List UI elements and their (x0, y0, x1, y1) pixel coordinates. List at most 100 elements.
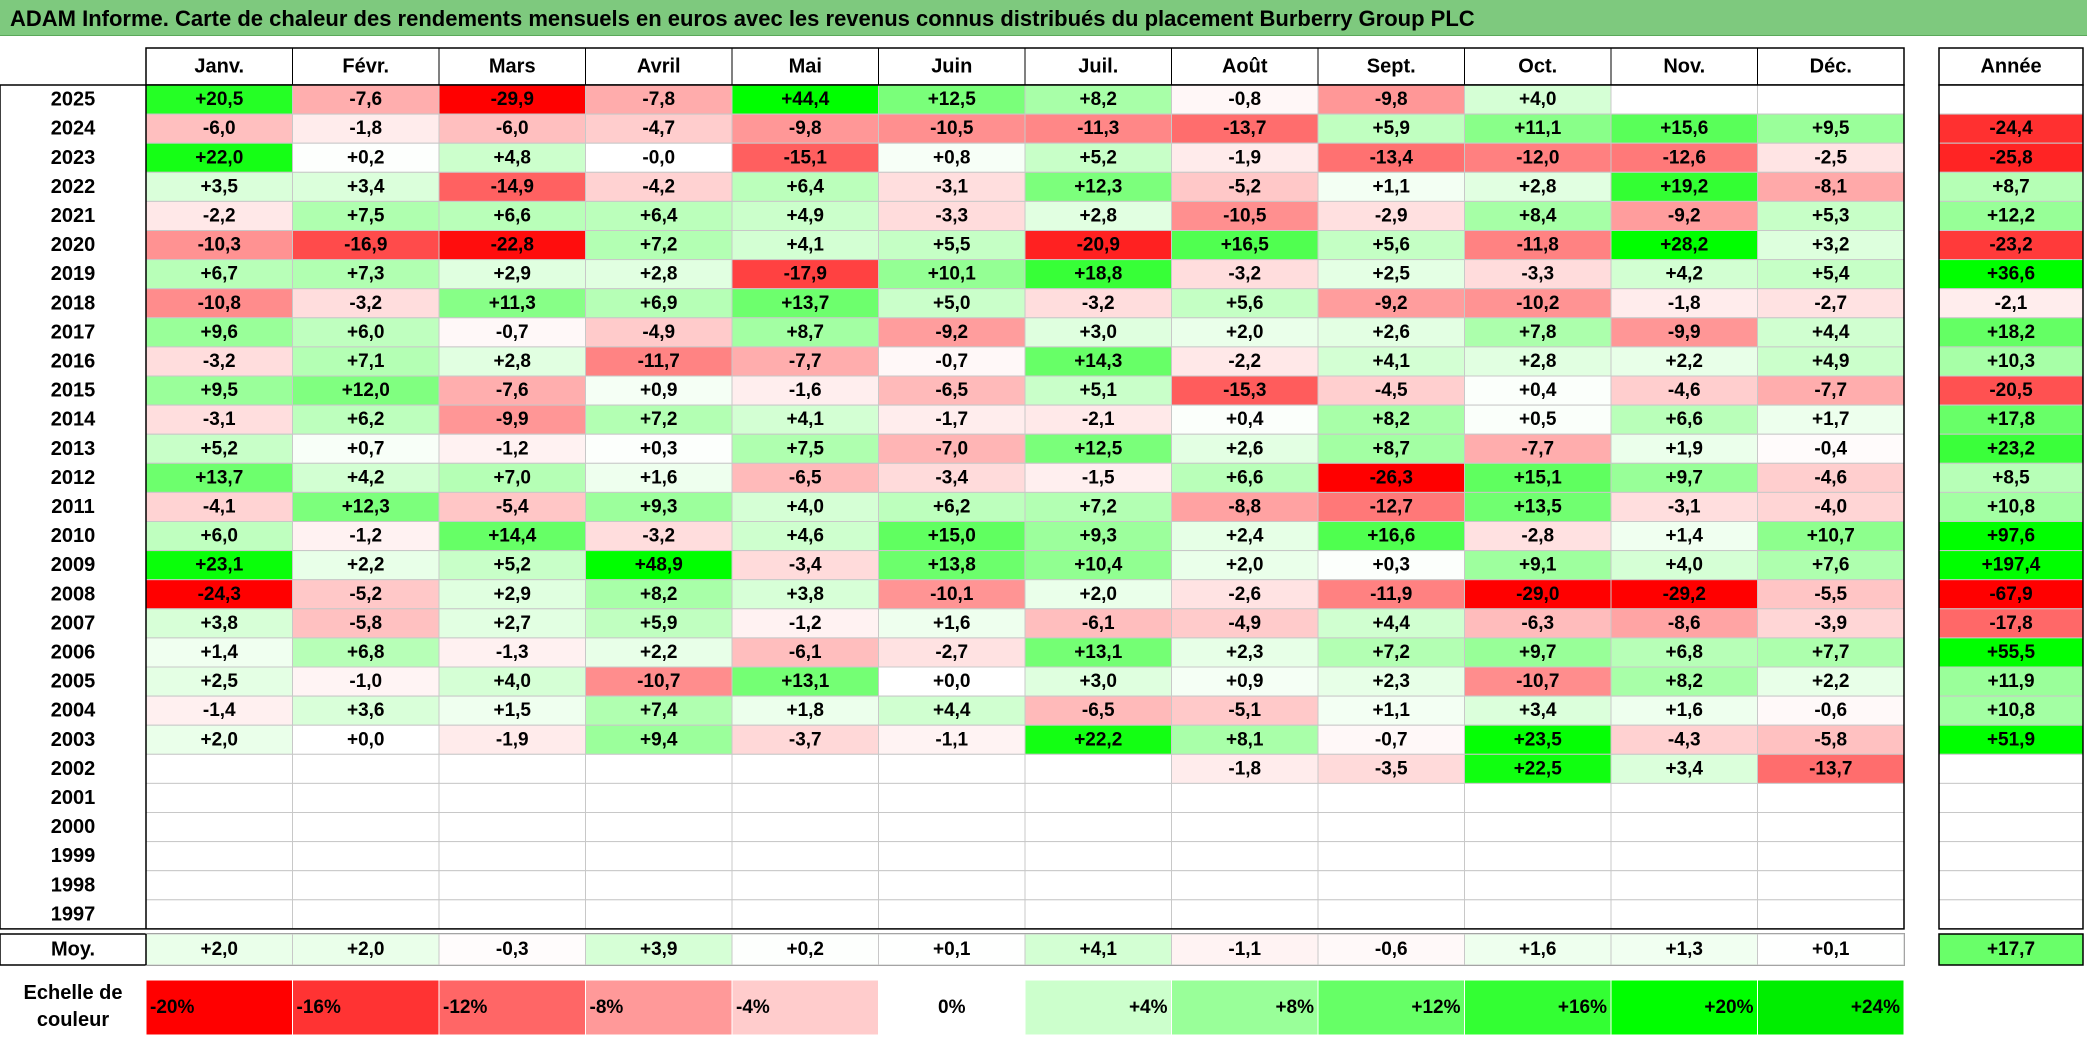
heatmap-cell (731, 491, 879, 522)
heatmap-cell-value: +2,0 (1226, 555, 1264, 576)
heatmap-cell (1317, 753, 1465, 784)
heatmap-cell (1171, 899, 1319, 930)
annual-header-cell (1938, 47, 2084, 86)
heatmap-cell (1757, 317, 1905, 348)
heatmap-cell (1610, 608, 1758, 639)
heatmap-cell (1024, 404, 1172, 435)
heatmap-cell-value: -0,6 (1814, 700, 1847, 721)
annual-cell-value: +11,9 (1987, 671, 2034, 692)
heatmap-cell (438, 666, 586, 697)
heatmap-cell (1024, 317, 1172, 348)
heatmap-cell-value: +2,4 (1226, 526, 1264, 547)
heatmap-cell (878, 637, 1026, 668)
heatmap-cell-value: +2,2 (1812, 671, 1850, 692)
heatmap-cell-value: +6,6 (1226, 467, 1264, 488)
heatmap-cell-value: -6,1 (1082, 613, 1115, 634)
heatmap-cell-value: -1,2 (349, 526, 382, 547)
heatmap-cell-value: +13,5 (1514, 496, 1563, 517)
heatmap-cell-value: +6,6 (493, 205, 531, 226)
average-cell-value: -1,1 (1228, 939, 1261, 960)
heatmap-cell-value: -10,7 (637, 671, 680, 692)
heatmap-cell-value: -4,3 (1668, 729, 1701, 750)
heatmap-cell (438, 812, 586, 843)
heatmap-cell-value: -1,5 (1082, 467, 1115, 488)
row-year-label: 2024 (51, 118, 96, 140)
color-scale-swatch (878, 979, 1026, 1036)
color-scale-label-12: +24% (1851, 997, 1900, 1018)
average-cell (731, 933, 879, 966)
heatmap-cell-value: -3,2 (203, 351, 236, 372)
heatmap-cell (731, 84, 879, 115)
color-scale-swatch (145, 979, 293, 1036)
heatmap-cell-value: +0,0 (347, 729, 385, 750)
heatmap-cell-value: -1,4 (203, 700, 236, 721)
heatmap-cell-value: +1,7 (1812, 409, 1850, 430)
annual-cell-value: +51,9 (1987, 729, 2035, 750)
row-year-label: 2020 (51, 234, 96, 256)
heatmap-cell-value: -17,9 (784, 264, 827, 285)
color-scale-label-1: -20% (150, 997, 194, 1018)
heatmap-cell-value: -5,2 (1228, 176, 1261, 197)
column-header-10: Oct. (1518, 56, 1557, 78)
annual-cell (1938, 84, 2084, 115)
annual-cell-value: -17,8 (1989, 613, 2032, 634)
heatmap-cell-value: +6,4 (786, 176, 824, 197)
heatmap-cell-value: +11,1 (1514, 118, 1561, 139)
heatmap-cell-value: +2,2 (1665, 351, 1703, 372)
heatmap-cell (878, 899, 1026, 930)
heatmap-cell (1757, 375, 1905, 406)
heatmap-cell (1317, 579, 1465, 610)
annual-cell (1938, 521, 2084, 552)
heatmap-cell (1610, 404, 1758, 435)
column-header-6: Juin (931, 56, 972, 78)
heatmap-cell-value: +4,4 (1372, 613, 1410, 634)
heatmap-cell-value: -4,5 (1375, 380, 1408, 401)
heatmap-cell (1171, 259, 1319, 290)
row-year-label: 2019 (51, 263, 96, 285)
annual-cell (1938, 113, 2084, 144)
average-cell (585, 933, 733, 966)
heatmap-cell (1757, 579, 1905, 610)
heatmap-cell (878, 608, 1026, 639)
heatmap-cell (585, 841, 733, 872)
average-annual-value: +17,7 (1987, 939, 2035, 960)
heatmap-cell (1610, 782, 1758, 814)
heatmap-cell-value: +5,0 (933, 293, 971, 314)
heatmap-cell (585, 899, 733, 930)
heatmap-cell-value: -6,5 (935, 380, 968, 401)
heatmap-cell (878, 491, 1026, 522)
color-scale-label-line2: couleur (36, 1009, 110, 1031)
heatmap-cell-value: +8,2 (640, 584, 678, 605)
heatmap-cell-value: -13,7 (1809, 758, 1852, 779)
heatmap-cell-value: +5,3 (1812, 205, 1850, 226)
heatmap-cell-value: -29,2 (1663, 584, 1706, 605)
heatmap-cell-value: +1,1 (1372, 176, 1410, 197)
heatmap-cell (585, 666, 733, 697)
heatmap-cell (438, 899, 586, 930)
heatmap-cell-value: +11,3 (489, 293, 536, 314)
heatmap-cell-value: +6,7 (200, 264, 238, 285)
heatmap-cell (1757, 230, 1905, 261)
annual-cell (1938, 812, 2084, 843)
heatmap-cell-value: +4,0 (1665, 555, 1703, 576)
heatmap-cell-value: -13,4 (1370, 147, 1414, 168)
annual-cell-value: +10,3 (1987, 351, 2035, 372)
heatmap-cell-value: +13,1 (1074, 642, 1123, 663)
heatmap-cell-value: -7,7 (1814, 380, 1847, 401)
heatmap-cell-value: -7,7 (789, 351, 822, 372)
heatmap-cell-value: +8,2 (1079, 89, 1117, 110)
heatmap-cell (292, 550, 440, 581)
heatmap-cell (878, 812, 1026, 843)
annual-cell-value: -24,4 (1989, 118, 2033, 139)
heatmap-cell (145, 841, 293, 872)
heatmap-cell-value: -2,1 (1082, 409, 1115, 430)
heatmap-cell (1317, 433, 1465, 464)
heatmap-cell-value: -1,8 (349, 118, 382, 139)
heatmap-cell-value: -5,2 (349, 584, 382, 605)
heatmap-cell (731, 433, 879, 464)
heatmap-cell-value: -9,2 (1375, 293, 1408, 314)
heatmap-cell (1757, 637, 1905, 668)
heatmap-cell-value: +1,6 (1665, 700, 1703, 721)
heatmap-cell (1024, 375, 1172, 406)
heatmap-cell (1757, 870, 1905, 901)
